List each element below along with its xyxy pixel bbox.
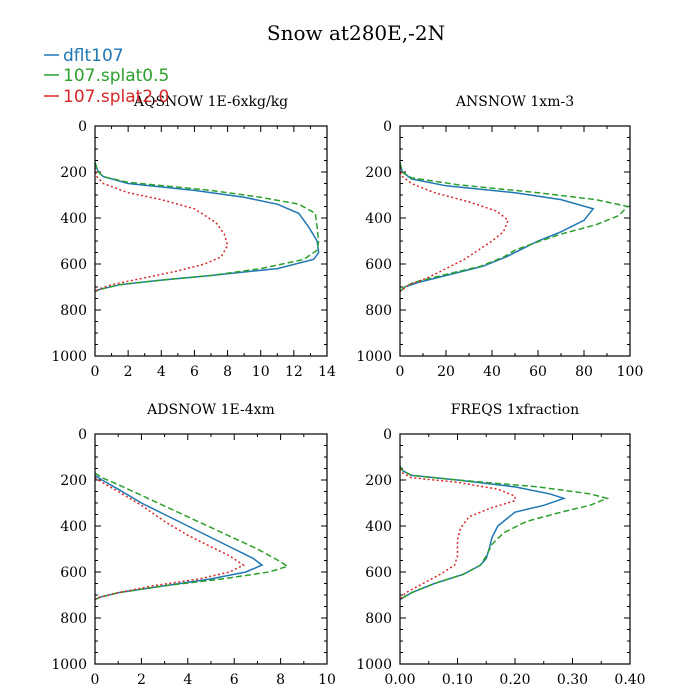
y-tick-label: 400 bbox=[60, 519, 87, 535]
y-tick-label: 800 bbox=[365, 611, 392, 627]
series-line-107.splat2.0 bbox=[94, 477, 245, 601]
legend: dflt107 107.splat0.5 107.splat2.0 bbox=[44, 46, 169, 107]
series-line-dflt107 bbox=[94, 474, 264, 601]
series-line-107.splat0.5 bbox=[399, 162, 630, 293]
y-tick-label: 600 bbox=[60, 257, 87, 273]
y-tick-label: 200 bbox=[60, 473, 87, 489]
x-tick-label: 0.20 bbox=[499, 672, 530, 688]
x-tick-label: 10 bbox=[318, 672, 336, 688]
y-tick-label: 600 bbox=[365, 565, 392, 581]
y-tick-label: 800 bbox=[60, 303, 87, 319]
x-tick-label: 20 bbox=[437, 364, 455, 380]
y-tick-label: 600 bbox=[365, 257, 392, 273]
legend-label-splat05: 107.splat0.5 bbox=[63, 66, 169, 86]
y-tick-label: 200 bbox=[60, 165, 87, 181]
series-line-dflt107 bbox=[399, 162, 595, 293]
legend-label-splat20: 107.splat2.0 bbox=[63, 87, 169, 107]
x-tick-label: 4 bbox=[157, 364, 166, 380]
series-line-dflt107 bbox=[94, 162, 320, 293]
x-tick-label: 8 bbox=[276, 672, 285, 688]
panel-title: ADSNOW 1E-4xm bbox=[146, 402, 275, 418]
x-tick-label: 0.10 bbox=[442, 672, 473, 688]
x-tick-label: 2 bbox=[137, 672, 146, 688]
y-tick-label: 800 bbox=[365, 303, 392, 319]
x-tick-label: 0 bbox=[396, 364, 405, 380]
panel-title: FREQS 1xfraction bbox=[451, 402, 579, 418]
series-line-dflt107 bbox=[399, 465, 567, 601]
plot-frame bbox=[94, 433, 328, 665]
panel-title: ANSNOW 1xm-3 bbox=[455, 94, 574, 110]
series-line-107.splat0.5 bbox=[94, 472, 290, 601]
panel-title: AQSNOW 1E-6xkg/kg bbox=[133, 94, 288, 110]
y-tick-label: 200 bbox=[365, 473, 392, 489]
x-tick-label: 80 bbox=[575, 364, 593, 380]
y-tick-label: 1000 bbox=[356, 657, 392, 673]
x-tick-label: 10 bbox=[252, 364, 270, 380]
y-tick-label: 1000 bbox=[356, 349, 392, 365]
x-tick-label: 12 bbox=[285, 364, 303, 380]
y-tick-label: 400 bbox=[365, 211, 392, 227]
y-tick-label: 800 bbox=[60, 611, 87, 627]
x-tick-label: 40 bbox=[483, 364, 501, 380]
y-tick-label: 0 bbox=[78, 427, 87, 443]
y-tick-label: 400 bbox=[60, 211, 87, 227]
y-tick-label: 600 bbox=[60, 565, 87, 581]
series-line-107.splat0.5 bbox=[94, 162, 320, 293]
x-tick-label: 60 bbox=[529, 364, 547, 380]
chart-title: Snow at280E,-2N bbox=[267, 21, 445, 45]
x-tick-label: 14 bbox=[318, 364, 336, 380]
x-tick-label: 100 bbox=[617, 364, 644, 380]
y-tick-label: 0 bbox=[78, 119, 87, 135]
plot-frame bbox=[399, 125, 631, 357]
x-tick-label: 0.40 bbox=[614, 672, 645, 688]
y-tick-label: 200 bbox=[365, 165, 392, 181]
x-tick-label: 0 bbox=[91, 364, 100, 380]
y-tick-label: 1000 bbox=[51, 349, 87, 365]
x-tick-label: 2 bbox=[124, 364, 133, 380]
y-tick-label: 0 bbox=[383, 427, 392, 443]
x-tick-label: 0.00 bbox=[384, 672, 415, 688]
x-tick-label: 0 bbox=[91, 672, 100, 688]
plot-frame bbox=[94, 125, 328, 357]
x-tick-label: 6 bbox=[230, 672, 239, 688]
legend-label-dflt107: dflt107 bbox=[63, 46, 124, 66]
y-tick-label: 1000 bbox=[51, 657, 87, 673]
y-tick-label: 400 bbox=[365, 519, 392, 535]
y-tick-label: 0 bbox=[383, 119, 392, 135]
x-tick-label: 0.30 bbox=[557, 672, 588, 688]
x-tick-label: 6 bbox=[190, 364, 199, 380]
series-line-107.splat2.0 bbox=[399, 468, 516, 601]
x-tick-label: 4 bbox=[183, 672, 192, 688]
plot-frame bbox=[399, 433, 631, 665]
series-line-107.splat2.0 bbox=[94, 167, 229, 293]
x-tick-label: 8 bbox=[223, 364, 232, 380]
